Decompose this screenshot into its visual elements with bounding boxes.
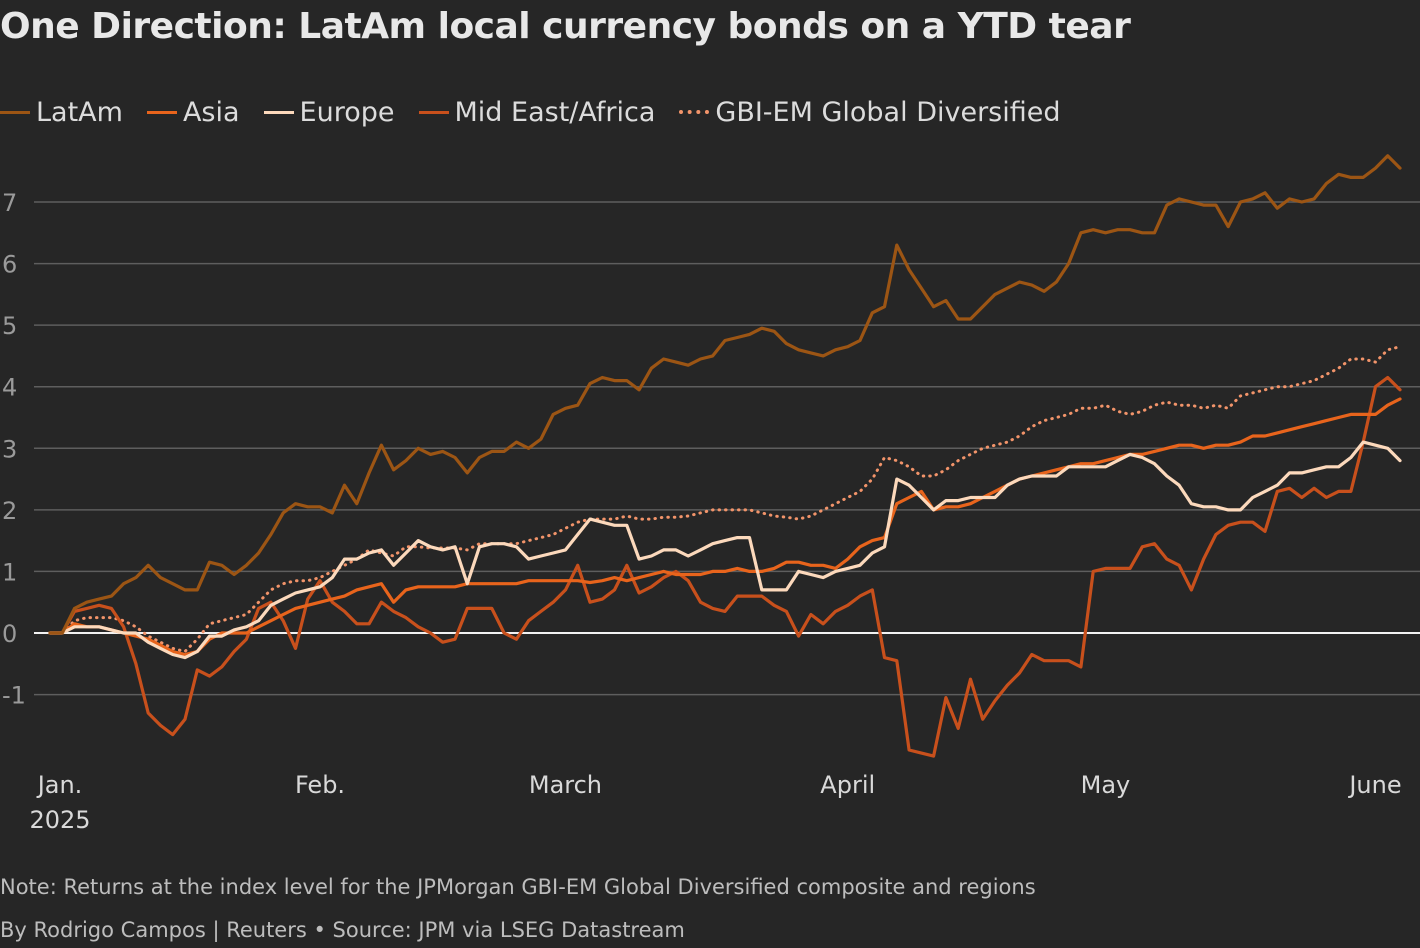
x-tick-label: Feb. [295,771,345,799]
legend-swatch-asia [146,110,177,114]
y-tick-label: 2 [2,497,17,525]
x-tick-label: June [1347,771,1401,799]
legend-label-asia: Asia [182,96,240,128]
legend-swatch-gbi-em-global-diversified [679,110,710,114]
chart-plot: -1 0 1 2 3 4 5 6 7 Jan. 2025 Feb. March April May June [2,154,1420,834]
legend-label-mid-east-africa: Mid East/Africa [454,96,656,128]
legend-label-europe: Europe [299,96,395,128]
x-tick-label: March [529,771,602,799]
legend-swatch-latam [0,110,30,114]
y-tick-label: -1 [2,682,26,710]
series-line-latam [48,154,1402,635]
chart-note: Note: Returns at the index level for the… [0,875,1036,899]
series-line-gbi-em-global-diversified [48,345,1402,653]
y-tick-label: 3 [2,435,17,463]
legend-item-asia: Asia [146,96,240,128]
legend-item-gbi-em-global-diversified: GBI-EM Global Diversified [679,96,1061,128]
series-line-asia [48,397,1402,657]
y-tick-label: 5 [2,312,17,340]
legend-item-mid-east-africa: Mid East/Africa [418,96,656,128]
y-tick-label: 6 [2,251,17,279]
legend-label-gbi-em-global-diversified: GBI-EM Global Diversified [715,96,1061,128]
chart-legend: LatAm Asia Europe Mid East/Africa GBI-EM Glo… [0,92,1061,132]
series-line-europe [48,440,1402,660]
x-tick-label: May [1081,771,1131,799]
x-tick-label: April [820,771,875,799]
legend-swatch-europe [263,110,294,114]
legend-label-latam: LatAm [36,96,123,128]
legend-item-latam: LatAm [0,97,123,128]
legend-swatch-mid-east-africa [418,110,449,114]
chart-byline: By Rodrigo Campos | Reuters • Source: JP… [0,918,685,942]
x-tick-sublabel: 2025 [29,806,90,834]
series-line-mid-east-africa [48,375,1402,758]
chart-title: One Direction: LatAm local currency bond… [0,6,1131,47]
y-tick-label: 7 [2,189,17,217]
y-tick-label: 1 [2,558,17,586]
x-tick-label: Jan. [36,771,83,799]
legend-item-europe: Europe [263,96,395,128]
y-tick-label: 0 [2,620,17,648]
y-tick-label: 4 [2,374,17,402]
